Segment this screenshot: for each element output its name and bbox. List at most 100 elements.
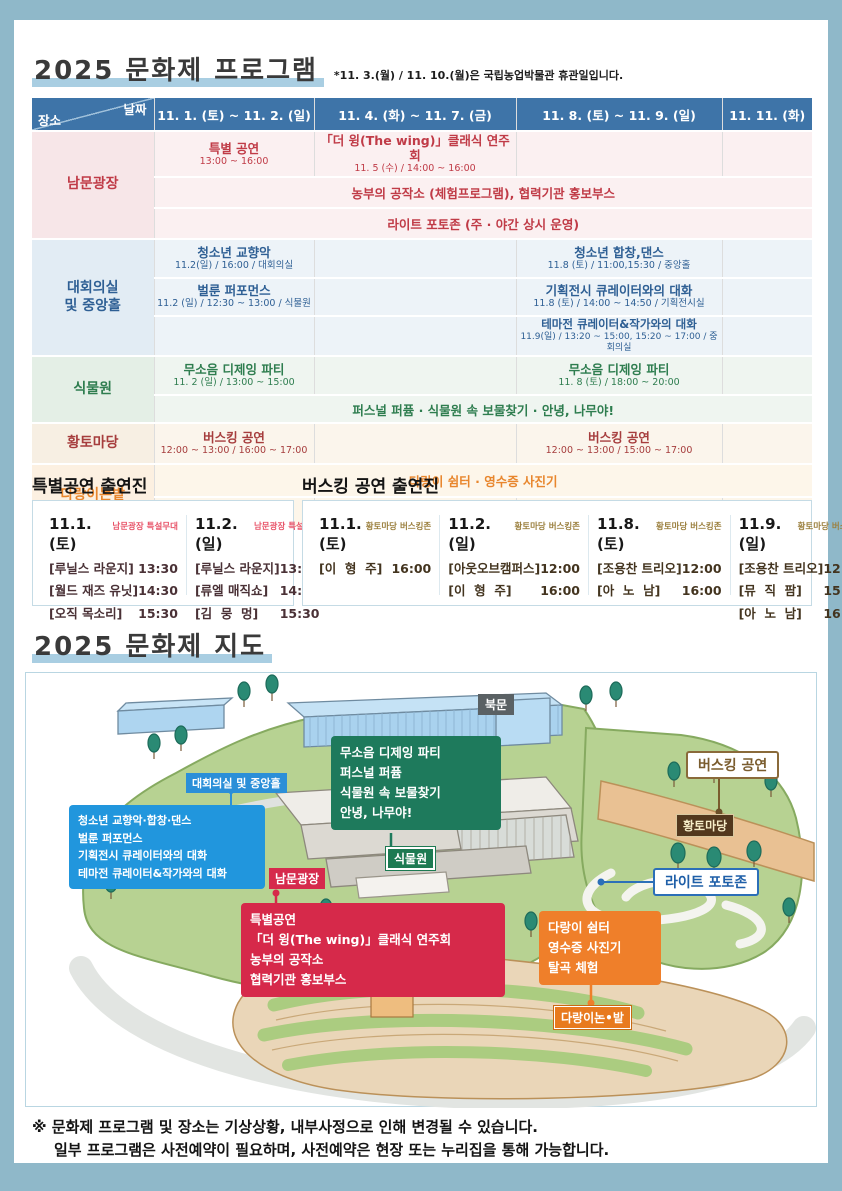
map-callout-garden-programs: 무소음 디제잉 파티 퍼스널 퍼퓸 식물원 속 보물찾기 안녕, 나무야!	[331, 736, 501, 830]
map-label-north-gate: 북문	[478, 694, 515, 715]
cast-date: 11.8.(토)	[596, 515, 640, 553]
map-box-photozone: 라이트 포토존	[653, 868, 760, 896]
map-label-namun: 남문광장	[269, 868, 326, 889]
callout-line: 특별공연	[250, 912, 297, 927]
program-title-block: 2025 문화제 프로그램 *11. 3.(월) / 11. 10.(월)은 국…	[32, 58, 623, 87]
callout-line: 청소년 교향악·합창·댄스	[78, 814, 192, 827]
cast-entry: [김 뭉 멍] 15:30	[194, 605, 320, 621]
corner-date-label: 날짜	[123, 102, 147, 117]
callout-line: 협력기관 홍보부스	[250, 972, 347, 987]
callout-line: 식물원 속 보물찾기	[340, 785, 441, 800]
special-cast-heading: 특별공연 출연진	[32, 477, 148, 497]
event-farmer-workshop: 농부의 공작소 (체험프로그램), 협력기관 홍보부스	[154, 176, 812, 209]
special-day-1: 11.1.(토) 남문광장 특설무대 [루닐스 라운지] 13:30 [월드 재즈…	[41, 515, 186, 621]
festival-map: 북문 무소음 디제잉 파티 퍼스널 퍼퓸 식물원 속 보물찾기 안녕, 나무야!…	[25, 672, 817, 1108]
table-row: 남문광장 특별 공연 13:00 ~ 16:00 「더 윙(The wing)」…	[32, 131, 812, 240]
callout-line: 테마전 큐레이터&작가와의 대화	[78, 866, 227, 880]
empty-cell	[722, 277, 812, 317]
cast-venue: 황토마당 버스킹존	[797, 522, 842, 532]
map-callout-namun-programs: 특별공연 「더 윙(The wing)」클래식 연주회 농부의 공작소 협력기관…	[241, 903, 505, 997]
empty-cell	[722, 315, 812, 358]
empty-cell	[314, 238, 517, 279]
map-title-block: 2025 문화제 지도	[32, 634, 273, 663]
footer-notice: ※ 문화제 프로그램 및 장소는 기상상황, 내부사정으로 인해 변경될 수 있…	[32, 1116, 609, 1163]
callout-line: 다랑이 쉼터	[548, 920, 610, 935]
empty-cell	[314, 423, 517, 466]
cast-entry: [이 형 주] 16:00	[448, 583, 580, 599]
cast-entry: [아 노 남]16:00	[738, 605, 842, 621]
callout-line: 벌룬 퍼포먼스	[78, 831, 143, 845]
map-label-hwangto: 황토마당	[676, 814, 735, 837]
event-youth-dance: 청소년 합창,댄스 11.8 (토) / 11:00,15:30 / 중앙홀	[516, 238, 723, 279]
map-label-darang: 다랑이논•밭	[554, 1006, 631, 1029]
table-row: 라이트 포토존 (주 · 야간 상시 운영)	[32, 207, 812, 240]
empty-cell	[314, 315, 517, 358]
date-col-1: 11. 1. (토) ~ 11. 2. (일)	[154, 98, 315, 132]
empty-cell	[722, 131, 812, 178]
map-label-garden: 식물원	[386, 847, 436, 870]
map-callout-darang-programs: 다랑이 쉼터 영수증 사진기 탈곡 체험	[539, 911, 661, 985]
cast-date: 11.2.(일)	[448, 515, 491, 553]
table-row: 퍼스널 퍼퓸 · 식물원 속 보물찾기 · 안녕, 나무야!	[32, 395, 812, 425]
event-theme-talk: 테마전 큐레이터&작가와의 대화 11.9(일) / 13:20 ~ 15:00…	[516, 315, 723, 358]
empty-cell	[722, 356, 812, 397]
date-col-3: 11. 8. (토) ~ 11. 9. (일)	[516, 98, 723, 132]
event-curator-talk: 기획전시 큐레이터와의 대화 11.8 (토) / 14:00 ~ 14:50 …	[516, 277, 723, 317]
callout-line: 기획전시 큐레이터와의 대화	[78, 849, 208, 863]
cast-entry: [루닐스 라운지] 13:30	[49, 561, 178, 576]
corner-place-label: 장소	[38, 113, 62, 128]
event-youth-orchestra: 청소년 교향악 11.2(일) / 16:00 / 대회의실	[154, 238, 315, 279]
table-row: 벌룬 퍼포먼스 11.2 (일) / 12:30 ~ 13:00 / 식물원 기…	[32, 277, 812, 317]
event-silent-dj-2: 무소음 디제잉 파티 11. 8 (토) / 18:00 ~ 20:00	[516, 356, 723, 397]
busking-cast-heading: 버스킹 공연 출연진	[302, 477, 439, 497]
map-callout-hall-programs: 청소년 교향악·합창·댄스 벌룬 퍼포먼스 기획전시 큐레이터와의 대화 테마전…	[69, 805, 265, 890]
map-title: 2025 문화제 지도	[32, 634, 273, 663]
cast-entry: [아 노 남]16:00	[596, 583, 722, 599]
empty-cell	[722, 423, 812, 466]
cast-entry: [뮤 직 팜]15:00	[738, 583, 842, 599]
callout-line: 농부의 공작소	[250, 952, 324, 967]
cast-entry: [월드 재즈 유닛] 14:30	[49, 583, 178, 599]
place-hall: 대회의실 및 중앙홀	[32, 238, 155, 358]
event-shelter-photo: 다랑이 쉼터 · 영수증 사진기	[154, 464, 812, 499]
cast-entry: [아웃오브캠퍼스] 12:00	[448, 561, 580, 576]
date-col-2: 11. 4. (화) ~ 11. 7. (금)	[314, 98, 517, 132]
event-the-wing: 「더 윙(The wing)」클래식 연주회 11. 5 (수) / 14:00…	[314, 131, 517, 178]
closure-note: *11. 3.(월) / 11. 10.(월)은 국립농업박물관 휴관일입니다.	[333, 69, 624, 82]
busking-day-4: 11.9.(일) 황토마당 버스킹존 [조용찬 트리오]12:00 [뮤 직 팜…	[729, 515, 842, 621]
empty-cell	[154, 315, 315, 358]
cast-venue: 황토마당 버스킹존	[514, 522, 580, 532]
event-light-photozone: 라이트 포토존 (주 · 야간 상시 운영)	[154, 207, 812, 240]
program-schedule-table: 날짜 장소 11. 1. (토) ~ 11. 2. (일) 11. 4. (화)…	[32, 98, 812, 530]
map-box-busking: 버스킹 공연	[686, 751, 780, 779]
cast-entry: [이 형 주] 16:00	[319, 561, 432, 576]
callout-line: 무소음 디제잉 파티	[340, 745, 441, 760]
callout-line: 퍼스널 퍼퓸	[340, 765, 402, 780]
empty-cell	[314, 277, 517, 317]
busking-day-2: 11.2.(일) 황토마당 버스킹존 [아웃오브캠퍼스] 12:00 [이 형 주…	[439, 515, 588, 598]
place-garden: 식물원	[32, 356, 155, 425]
program-title: 2025 문화제 프로그램	[32, 58, 324, 87]
table-row: 테마전 큐레이터&작가와의 대화 11.9(일) / 13:20 ~ 15:00…	[32, 315, 812, 358]
table-row: 대회의실 및 중앙홀 청소년 교향악 11.2(일) / 16:00 / 대회의…	[32, 238, 812, 358]
cast-date: 11.1.(토)	[49, 515, 92, 553]
busking-cast-box: 11.1.(토) 황토마당 버스킹존 [이 형 주] 16:00 11.2.(일)…	[302, 500, 842, 621]
table-row: 농부의 공작소 (체험프로그램), 협력기관 홍보부스	[32, 176, 812, 209]
cast-venue: 황토마당 버스킹존	[365, 522, 432, 532]
table-row: 황토마당 버스킹 공연 12:00 ~ 13:00 / 16:00 ~ 17:0…	[32, 423, 812, 466]
cast-date: 11.9.(일)	[738, 515, 782, 553]
cast-venue: 남문광장 특설무대	[253, 522, 320, 532]
empty-cell	[722, 238, 812, 279]
footer-line-2: 일부 프로그램은 사전예약이 필요하며, 사전예약은 현장 또는 누리집을 통해…	[54, 1141, 610, 1160]
empty-cell	[516, 131, 723, 178]
event-silent-dj-1: 무소음 디제잉 파티 11. 2 (일) / 13:00 ~ 15:00	[154, 356, 315, 397]
event-busking-1: 버스킹 공연 12:00 ~ 13:00 / 16:00 ~ 17:00	[154, 423, 315, 466]
schedule-header-row: 날짜 장소 11. 1. (토) ~ 11. 2. (일) 11. 4. (화)…	[32, 98, 812, 132]
callout-line: 탈곡 체험	[548, 960, 599, 975]
cast-entry: [류엘 매직쇼] 14:30	[194, 583, 320, 599]
place-hwangto: 황토마당	[32, 423, 155, 466]
cast-venue: 황토마당 버스킹존	[656, 522, 722, 532]
event-garden-programs: 퍼스널 퍼퓸 · 식물원 속 보물찾기 · 안녕, 나무야!	[154, 395, 812, 425]
cast-entry: [조용찬 트리오]12:00	[596, 561, 722, 576]
event-balloon: 벌룬 퍼포먼스 11.2 (일) / 12:30 ~ 13:00 / 식물원	[154, 277, 315, 317]
